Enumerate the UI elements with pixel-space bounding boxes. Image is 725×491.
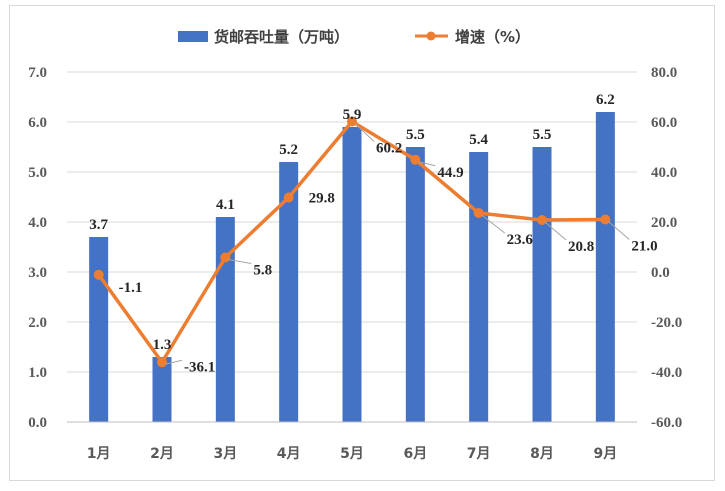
line-point xyxy=(220,252,231,263)
x-tick-label: 7月 xyxy=(467,446,491,462)
label-leader-line xyxy=(608,221,630,240)
x-tick-label: 5月 xyxy=(340,446,364,462)
bar-series xyxy=(89,112,615,422)
line-point xyxy=(157,357,167,368)
line-point xyxy=(347,116,357,127)
line-point xyxy=(410,154,421,165)
y-right-tick-label: 20.0 xyxy=(651,215,677,231)
bar xyxy=(469,152,489,422)
x-tick-label: 6月 xyxy=(403,446,427,462)
bar-value-label: 5.5 xyxy=(533,127,552,143)
y-right-tick-label: 40.0 xyxy=(651,165,677,181)
legend-bar-label: 货邮吞吐量（万吨） xyxy=(214,28,349,46)
bar-value-label: 3.7 xyxy=(89,217,108,233)
x-tick-label: 2月 xyxy=(150,446,174,462)
bar-value-label: 4.1 xyxy=(216,197,235,213)
line-point xyxy=(600,214,611,225)
x-tick-label: 3月 xyxy=(213,446,237,462)
y-right-tick-label: -20.0 xyxy=(651,315,682,331)
label-leader-line xyxy=(418,161,436,167)
bar xyxy=(89,237,109,422)
x-tick-label: 9月 xyxy=(593,446,617,462)
bar xyxy=(279,162,299,422)
bar xyxy=(405,147,425,422)
y-left-tick-label: 4.0 xyxy=(28,215,47,231)
label-leader-line xyxy=(481,214,505,234)
label-leader-line xyxy=(354,123,375,142)
bar xyxy=(215,217,235,422)
legend-line-label: 增速（%） xyxy=(455,28,530,46)
line-point xyxy=(93,269,104,280)
bar-value-label: 5.9 xyxy=(343,107,362,123)
bar-value-label: 5.4 xyxy=(469,132,488,148)
line-value-label: 44.9 xyxy=(437,165,463,181)
line-value-label: 60.2 xyxy=(376,141,402,157)
line-value-label: 29.8 xyxy=(309,191,335,207)
data-labels: 3.7 1.3 4.1 5.2 5.9 5.5 5.4 5.5 6.2 -1.1 -36.1 5.8 2… xyxy=(89,92,657,375)
line-point xyxy=(283,192,294,203)
line-point xyxy=(473,208,484,218)
bar xyxy=(152,357,172,422)
bar xyxy=(595,112,615,422)
y-left-tick-label: 1.0 xyxy=(28,365,47,381)
bar xyxy=(532,147,552,422)
line-series xyxy=(93,116,611,368)
line-value-label: 20.8 xyxy=(568,239,594,255)
bar-value-label: 1.3 xyxy=(153,337,172,353)
line-value-label: 23.6 xyxy=(507,232,534,248)
legend-line-marker xyxy=(426,31,436,41)
y-right-tick-label: 0.0 xyxy=(651,265,670,281)
bar xyxy=(342,127,362,422)
line-value-label: 5.8 xyxy=(253,263,272,279)
line-value-label: -36.1 xyxy=(184,359,215,375)
x-tick-label: 8月 xyxy=(530,446,554,462)
bar-value-label: 6.2 xyxy=(596,92,615,108)
label-leader-line xyxy=(164,359,183,365)
y-left-tick-label: 2.0 xyxy=(28,315,47,331)
y-left-tick-label: 3.0 xyxy=(28,265,47,281)
label-leader-line xyxy=(544,221,567,241)
bar-value-label: 5.2 xyxy=(279,142,298,158)
bar-value-label: 5.5 xyxy=(406,127,425,143)
axes: 0.0 -60.0 1.0 -40.0 2.0 -20.0 3.0 0.0 4.0 20.0 5.0… xyxy=(28,65,682,462)
line-value-label: 21.0 xyxy=(631,239,657,255)
line-point xyxy=(537,215,547,225)
y-right-tick-label: 60.0 xyxy=(651,115,677,131)
y-right-tick-label: -60.0 xyxy=(651,415,682,431)
y-left-tick-label: 5.0 xyxy=(28,165,47,181)
line-value-label: -1.1 xyxy=(119,280,143,296)
x-tick-label: 4月 xyxy=(277,446,301,462)
legend-bar-swatch xyxy=(178,31,208,42)
y-left-tick-label: 7.0 xyxy=(28,65,47,81)
y-right-tick-label: 80.0 xyxy=(651,65,677,81)
legend: 货邮吞吐量（万吨） 增速（%） xyxy=(178,28,530,46)
x-tick-label: 1月 xyxy=(87,446,111,462)
y-right-tick-label: -40.0 xyxy=(651,365,682,381)
label-leader-line xyxy=(228,259,252,264)
y-left-tick-label: 0.0 xyxy=(28,415,47,431)
y-left-tick-label: 6.0 xyxy=(28,115,47,131)
